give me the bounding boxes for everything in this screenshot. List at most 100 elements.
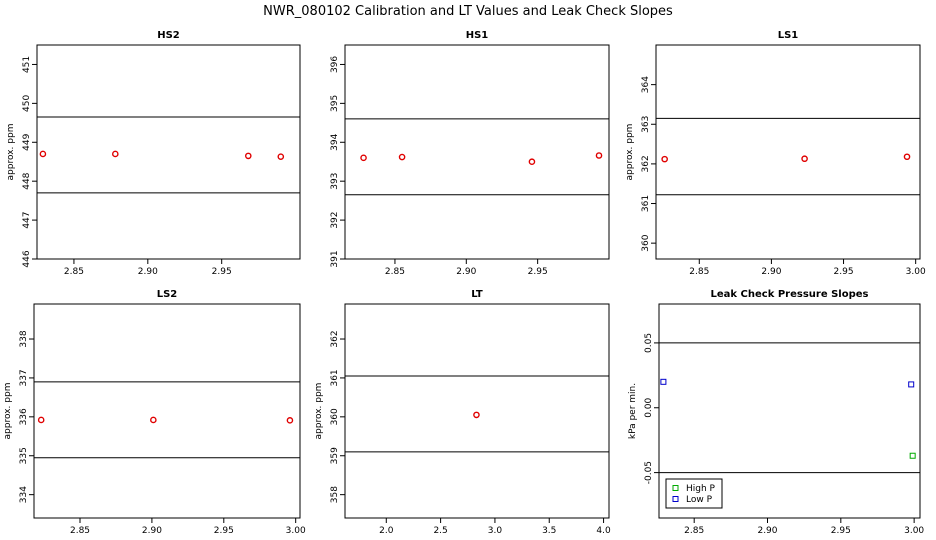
y-tick-label: 361 — [641, 195, 651, 212]
y-axis-label: kPa per min. — [628, 383, 638, 439]
y-axis-label: approx. ppm — [314, 383, 324, 440]
data-point — [473, 411, 480, 419]
figure-title: NWR_080102 Calibration and LT Values and… — [263, 4, 673, 19]
data-point — [150, 416, 157, 424]
y-tick-label: 362 — [641, 155, 651, 172]
y-tick-label: 337 — [19, 369, 29, 386]
plot-frame — [655, 44, 921, 260]
data-point — [661, 155, 668, 163]
x-tick-label: 2.95 — [528, 267, 548, 277]
data-point — [39, 150, 47, 158]
data-point — [398, 153, 406, 161]
data-point — [903, 153, 911, 161]
data-point — [528, 158, 536, 166]
legend-label: High P — [686, 484, 716, 494]
x-tick-label: 2.85 — [684, 526, 704, 536]
panel-title: HS1 — [466, 30, 489, 41]
y-tick-label: 360 — [641, 234, 651, 251]
y-tick-label: 392 — [330, 211, 340, 228]
y-tick-label: 360 — [330, 408, 340, 425]
y-axis-label: approx. ppm — [625, 124, 635, 181]
x-tick-label: 3.00 — [286, 526, 306, 536]
x-tick-label: 3.0 — [488, 526, 503, 536]
x-tick-label: 2.5 — [433, 526, 447, 536]
x-tick-label: 2.95 — [212, 267, 232, 277]
legend-label: Low P — [686, 495, 713, 505]
y-tick-label: 447 — [22, 211, 32, 228]
y-tick-label: -0.05 — [644, 461, 654, 484]
data-point — [908, 381, 915, 388]
x-tick-label: 2.0 — [379, 526, 394, 536]
x-tick-label: 2.85 — [385, 267, 405, 277]
panel-title: LS2 — [157, 289, 178, 300]
legend-box — [665, 478, 723, 509]
plot-frame — [658, 303, 921, 519]
y-tick-label: 361 — [330, 369, 340, 386]
plot-frame — [36, 44, 301, 260]
panel-6: Leak Check Pressure Slopes 2.85 2.90 2.95 3.… — [628, 289, 924, 536]
y-tick-label: 446 — [22, 250, 32, 267]
data-point — [909, 452, 916, 459]
legend-marker — [672, 496, 679, 502]
y-tick-label: 395 — [330, 95, 340, 112]
data-point — [801, 155, 808, 163]
y-tick-label: 448 — [22, 172, 32, 189]
x-tick-label: 2.90 — [456, 267, 476, 277]
y-tick-label: 451 — [22, 56, 32, 73]
x-tick-label: 3.5 — [542, 526, 556, 536]
x-tick-label: 2.90 — [757, 526, 777, 536]
data-point — [112, 150, 119, 158]
x-tick-label: 2.90 — [142, 526, 162, 536]
data-point — [37, 416, 45, 424]
y-tick-label: 358 — [330, 486, 340, 503]
panel-4: LS2 2.85 2.90 2.95 3.00 334 335 336 337 338 approx… — [3, 289, 306, 536]
panel-title: LT — [471, 289, 483, 300]
panel-1: HS2 2.85 2.90 2.95 446 447 448 449 450 451 approx.… — [6, 30, 301, 277]
panel-title: Leak Check Pressure Slopes — [711, 289, 869, 300]
y-tick-label: 391 — [330, 250, 340, 267]
x-tick-label: 2.90 — [138, 267, 158, 277]
y-tick-label: 336 — [19, 408, 29, 425]
plot-frame — [33, 303, 301, 519]
y-tick-label: 335 — [19, 447, 29, 464]
y-tick-label: 450 — [22, 95, 32, 112]
panel-3: LS1 2.85 2.90 2.95 3.00 360 361 362 363 364 approx… — [625, 30, 926, 277]
x-tick-label: 4.0 — [596, 526, 611, 536]
x-tick-label: 2.95 — [831, 526, 851, 536]
data-point — [595, 152, 603, 159]
x-tick-label: 2.85 — [689, 267, 709, 277]
plot-frame — [344, 303, 610, 519]
x-tick-label: 2.90 — [761, 267, 781, 277]
data-point — [277, 153, 285, 160]
x-tick-label: 2.95 — [834, 267, 854, 277]
y-tick-label: 0.05 — [644, 333, 654, 353]
y-tick-label: 394 — [330, 133, 340, 150]
panel-title: HS2 — [157, 30, 180, 41]
y-axis-label: approx. ppm — [3, 383, 13, 440]
panel-title: LS1 — [778, 30, 799, 41]
x-tick-label: 3.00 — [906, 267, 926, 277]
y-tick-label: 363 — [641, 116, 651, 133]
data-point — [660, 378, 667, 385]
y-tick-label: 396 — [330, 56, 340, 73]
legend-marker — [672, 485, 679, 491]
y-tick-label: 338 — [19, 330, 29, 347]
y-tick-label: 334 — [19, 486, 29, 503]
y-tick-label: 393 — [330, 173, 340, 190]
panel-5: LT 2.0 2.5 3.0 3.5 4.0 358 359 360 361 362 approx. … — [314, 289, 611, 536]
x-tick-label: 2.85 — [64, 267, 84, 277]
x-tick-label: 2.85 — [70, 526, 90, 536]
x-tick-label: 3.00 — [904, 526, 924, 536]
x-tick-label: 2.95 — [214, 526, 234, 536]
panel-grid: HS2 2.85 2.90 2.95 446 447 448 449 450 451 approx.… — [3, 30, 926, 536]
plot-frame — [344, 44, 610, 260]
y-tick-label: 359 — [330, 447, 340, 464]
y-tick-label: 364 — [641, 76, 651, 93]
data-point — [360, 154, 367, 162]
panel-2: HS1 2.85 2.90 2.95 391 392 393 394 395 396 — [330, 30, 610, 277]
y-axis-label: approx. ppm — [6, 124, 16, 181]
y-tick-label: 362 — [330, 330, 340, 347]
y-tick-label: 449 — [22, 133, 32, 150]
